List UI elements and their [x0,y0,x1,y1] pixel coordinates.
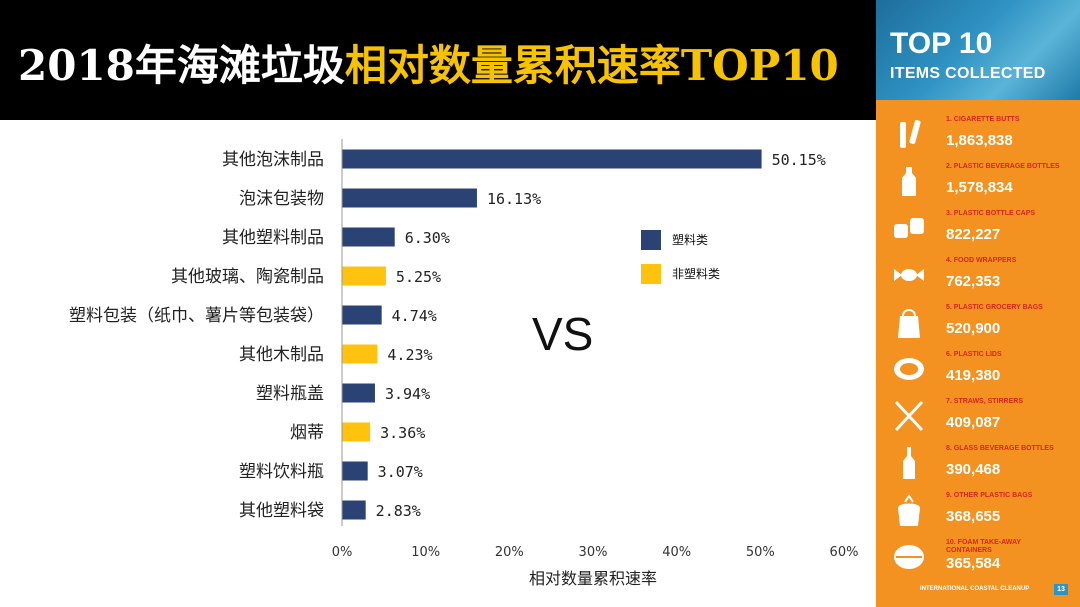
top10-infographic-panel: TOP 10 ITEMS COLLECTED 1. CIGARETTE BUTT… [876,0,1080,607]
chart-svg: 其他泡沫制品 50.15% 泡沫包装物 16.13% 其他塑料制品 6.30% 其他玻璃、陶… [69,139,859,588]
plastic-bag-icon [890,492,928,528]
category-label: 其他玻璃、陶瓷制品 [171,267,324,287]
infographic-item-count: 1,863,838 [946,132,1013,149]
bottle-cap-icon [890,210,928,246]
x-tick-label: 60% [830,545,859,560]
title-part-yellow: 相对数量累积速率TOP10 [344,41,839,90]
x-tick-label: 0% [332,545,353,560]
infographic-item-name: 6. PLASTIC LIDS [946,351,1002,358]
value-label: 3.36% [380,424,425,442]
value-label: 6.30% [405,229,450,247]
bottle-icon [890,163,928,199]
bar [342,422,371,442]
x-axis: 0% 10% 20% 30% 40% 50% 60% 相对数量累积速率 [332,139,859,588]
category-label: 塑料包装（纸巾、薯片等包装袋） [69,306,324,326]
x-tick-label: 10% [411,545,440,560]
infographic-item: 4. FOOD WRAPPERS 762,353 [876,253,1080,297]
infographic-item-name: 2. PLASTIC BEVERAGE BOTTLES [946,163,1060,170]
glass-bottle-icon [890,445,928,481]
infographic-item-count: 520,900 [946,320,1001,337]
infographic-item-count: 762,353 [946,273,1001,290]
page-title: 2018年海滩垃圾相对数量累积速率TOP10 [18,36,839,96]
infographic-item: 10. FOAM TAKE-AWAY CONTAINERS 365,584 [876,535,1080,579]
infographic-item-name: 5. PLASTIC GROCERY BAGS [946,304,1043,311]
grocery-bag-icon [890,304,928,340]
legend-label: 塑料类 [672,232,708,247]
infographic-item-name: 3. PLASTIC BOTTLE CAPS [946,210,1036,217]
infographic-item: 1. CIGARETTE BUTTS 1,863,838 [876,112,1080,156]
category-label: 其他泡沫制品 [222,150,324,170]
infographic-item: 3. PLASTIC BOTTLE CAPS 822,227 [876,206,1080,250]
x-tick-label: 50% [746,545,775,560]
infographic-item: 6. PLASTIC LIDS 419,380 [876,347,1080,391]
title-part-white: 2018年海滩垃圾 [18,41,345,90]
infographic-item-name: 10. FOAM TAKE-AWAY CONTAINERS [946,539,1021,554]
infographic-item-count: 368,655 [946,508,1001,525]
infographic-item: 2. PLASTIC BEVERAGE BOTTLES 1,578,834 [876,159,1080,203]
value-label: 3.07% [378,463,423,481]
bar [342,461,368,481]
bar [342,266,386,286]
candy-wrapper-icon [890,257,928,293]
page-number: 13 [1054,584,1068,595]
value-label: 2.83% [376,502,421,520]
x-tick-label: 30% [579,545,608,560]
legend-swatch [641,230,661,250]
infographic-heading: TOP 10 [890,27,993,60]
infographic-item-name: 8. GLASS BEVERAGE BOTTLES [946,445,1054,452]
category-label: 烟蒂 [290,423,324,443]
bar [342,188,477,208]
infographic-item: 8. GLASS BEVERAGE BOTTLES 390,468 [876,441,1080,485]
category-label: 泡沫包装物 [239,189,324,209]
legend-label: 非塑料类 [672,266,720,281]
infographic-header: TOP 10 ITEMS COLLECTED [876,0,1080,100]
foam-container-icon [890,539,928,575]
infographic-item-count: 365,584 [946,555,1001,572]
infographic-item-name: 9. OTHER PLASTIC BAGS [946,492,1033,499]
value-label: 4.23% [387,346,432,364]
category-label: 其他塑料制品 [222,228,324,248]
category-label: 塑料饮料瓶 [239,462,324,482]
infographic-subheading: ITEMS COLLECTED [890,65,1046,82]
x-tick-label: 20% [495,545,524,560]
bar-chart: 其他泡沫制品 50.15% 泡沫包装物 16.13% 其他塑料制品 6.30% 其他玻璃、陶… [0,120,876,607]
bar [342,305,382,325]
value-label: 5.25% [396,268,441,286]
value-label: 3.94% [385,385,430,403]
category-label: 其他木制品 [239,345,324,365]
infographic-item-name: 7. STRAWS, STIRRERS [946,398,1024,405]
bar [342,227,395,247]
infographic-item-name: 4. FOOD WRAPPERS [946,257,1017,264]
bar [342,344,378,364]
title-bar: 2018年海滩垃圾相对数量累积速率TOP10 [0,0,876,120]
bar [342,383,375,403]
infographic-item-name: 1. CIGARETTE BUTTS [946,116,1020,123]
infographic-item: 5. PLASTIC GROCERY BAGS 520,900 [876,300,1080,344]
infographic-item-count: 409,087 [946,414,1001,431]
x-axis-title: 相对数量累积速率 [529,569,657,588]
infographic-item-count: 822,227 [946,226,1001,243]
category-label: 其他塑料袋 [239,501,324,521]
cigarette-icon [890,116,928,152]
bar [342,500,366,520]
value-label: 50.15% [772,151,826,169]
value-label: 16.13% [487,190,541,208]
straws-icon [890,398,928,434]
legend-swatch [641,264,661,284]
infographic-item-count: 390,468 [946,461,1001,478]
lid-icon [890,351,928,387]
value-label: 4.74% [392,307,437,325]
category-label: 塑料瓶盖 [256,384,324,404]
infographic-item-count: 419,380 [946,367,1001,384]
infographic-item-count: 1,578,834 [946,179,1013,196]
bar [342,149,762,169]
bars-group: 其他泡沫制品 50.15% 泡沫包装物 16.13% 其他塑料制品 6.30% 其他玻璃、陶… [69,149,826,521]
infographic-item: 9. OTHER PLASTIC BAGS 368,655 [876,488,1080,532]
vs-label: VS [532,308,593,360]
infographic-footer: INTERNATIONAL COASTAL CLEANUP [920,586,1030,592]
infographic-item: 7. STRAWS, STIRRERS 409,087 [876,394,1080,438]
x-tick-label: 40% [662,545,691,560]
